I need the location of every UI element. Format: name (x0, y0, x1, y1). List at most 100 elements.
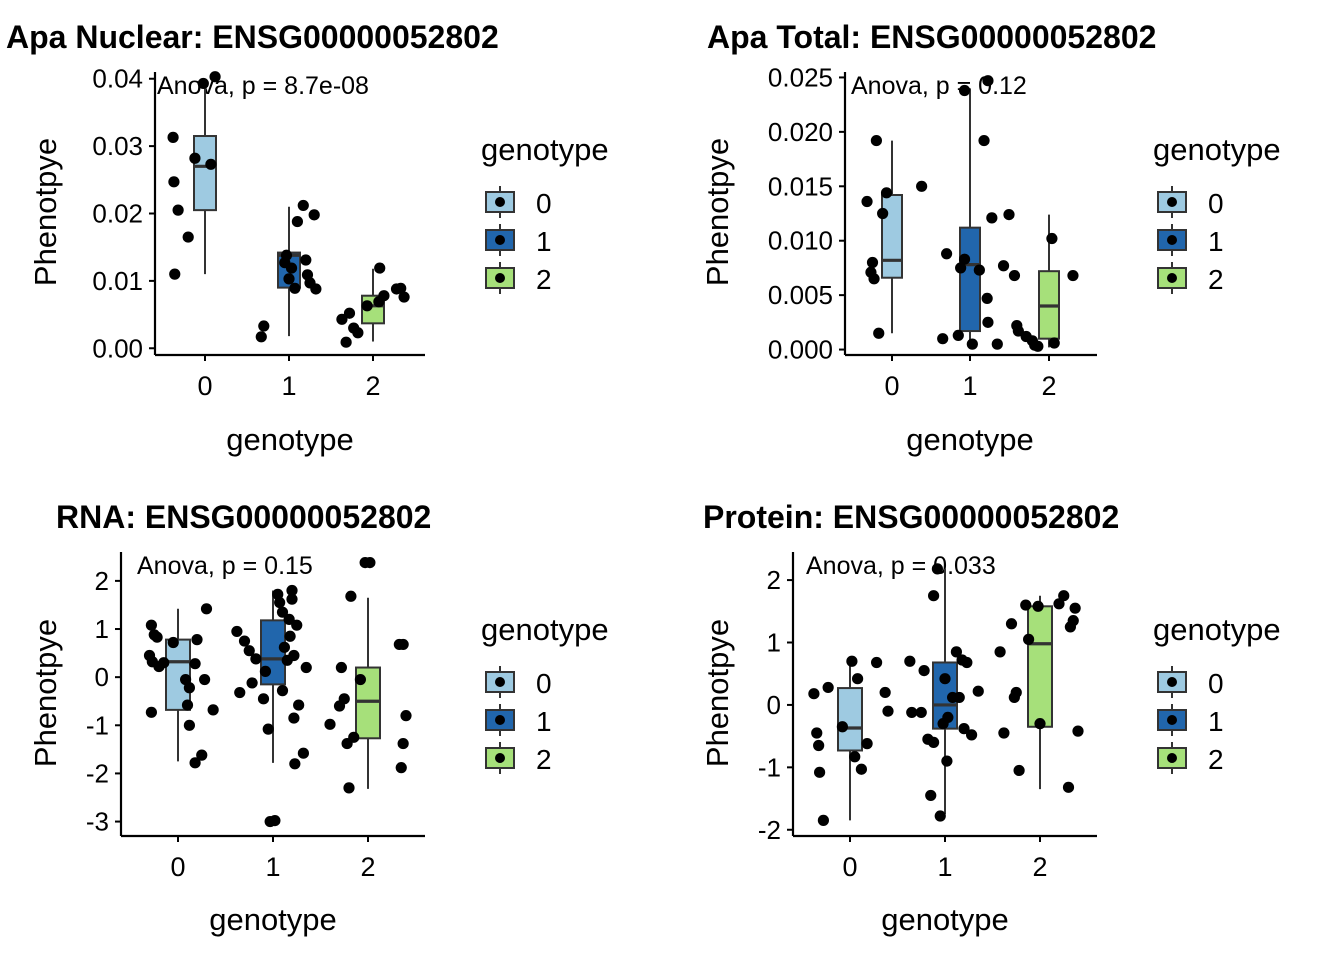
data-point (866, 256, 879, 269)
x-axis-label: genotype (226, 422, 354, 457)
panel-title: Protein: ENSG00000052802 (703, 499, 1119, 535)
data-point (871, 656, 883, 669)
panel-apa-nuclear: Apa Nuclear: ENSG00000052802 genotype Ph… (6, 19, 609, 457)
data-point (264, 815, 276, 828)
data-point (982, 316, 994, 328)
legend-keys-2 (485, 666, 515, 774)
data-point (280, 249, 293, 261)
data-point (345, 590, 357, 602)
data-point (234, 686, 246, 699)
data-point (1053, 598, 1065, 610)
box-genotype-0 (193, 135, 217, 212)
data-point (955, 262, 967, 274)
x-tick-label: 2 (1032, 852, 1047, 882)
data-point (994, 646, 1006, 658)
legend-label-0: 0 (536, 188, 552, 219)
x-tick-label: 2 (360, 852, 375, 882)
data-point (952, 329, 964, 342)
y-tick-label: 0.020 (768, 117, 833, 147)
data-point (998, 727, 1010, 739)
data-point (846, 655, 858, 667)
legend-key-point (495, 273, 505, 283)
y-tick-label: 1 (95, 614, 109, 644)
legend-label-1: 1 (1208, 226, 1224, 257)
data-point (861, 738, 873, 750)
data-point (289, 758, 301, 770)
x-axis-label: genotype (209, 902, 337, 937)
data-point (918, 664, 930, 677)
data-point (361, 300, 373, 312)
data-point (258, 320, 270, 332)
legend: genotype 0 1 2 (1153, 612, 1281, 775)
data-point (1032, 600, 1044, 612)
legend-key-point (495, 677, 505, 687)
data-point (966, 338, 978, 350)
y-tick-label: -2 (86, 758, 109, 788)
legend-label-2: 2 (536, 744, 552, 775)
data-point (284, 630, 296, 642)
y-axis-label: Phenotpye (28, 619, 63, 767)
data-point (288, 649, 300, 662)
legend-title: genotype (1153, 612, 1281, 647)
legend: genotype 0 1 2 (1153, 132, 1281, 295)
y-tick-label: 0 (95, 662, 109, 692)
data-point (199, 673, 211, 686)
data-point (288, 712, 300, 724)
data-point (158, 657, 170, 669)
data-point (966, 729, 978, 741)
x-tick-label: 0 (170, 852, 185, 882)
data-point (246, 677, 258, 689)
x-tick-label: 0 (197, 371, 212, 401)
legend-keys-0 (485, 186, 515, 294)
data-point (300, 254, 312, 266)
data-point (852, 673, 864, 685)
data-point (209, 71, 221, 83)
data-point (861, 195, 873, 208)
data-point (238, 635, 251, 647)
data-point (207, 704, 219, 716)
data-point (395, 282, 407, 294)
data-point (1046, 232, 1058, 245)
data-point (172, 204, 184, 216)
plot-area-0: 0.00 0.01 0.02 0.03 0.04 0 1 2 (92, 64, 425, 401)
y-tick-label: 0.00 (92, 333, 143, 363)
data-point (973, 264, 985, 276)
data-point (978, 134, 990, 147)
x-tick-label: 1 (962, 371, 977, 401)
x-tick-label: 0 (884, 371, 899, 401)
data-point (191, 634, 203, 646)
data-point (291, 215, 303, 228)
data-point (1062, 781, 1075, 793)
data-point (1003, 208, 1015, 221)
y-tick-label: -3 (86, 807, 109, 837)
data-point (982, 75, 994, 87)
panel-title: RNA: ENSG00000052802 (56, 499, 431, 535)
data-point (961, 656, 973, 669)
data-point (934, 810, 946, 822)
data-point (274, 596, 286, 609)
legend-label-2: 2 (536, 264, 552, 295)
anova-annotation: Anova, p = 0.12 (851, 72, 1027, 100)
data-point (300, 661, 312, 674)
data-point (397, 737, 409, 750)
y-tick-label: 0.005 (768, 280, 833, 310)
legend-label-1: 1 (536, 226, 552, 257)
box-genotype-0 (881, 193, 903, 279)
y-tick-label: 0.010 (768, 226, 833, 256)
legend-key-point (1167, 235, 1177, 245)
y-tick-label: 0.000 (768, 335, 833, 365)
data-point (183, 682, 195, 694)
data-point (836, 721, 849, 733)
y-tick-label: 0.02 (92, 199, 143, 229)
legend-key-point (1167, 197, 1177, 207)
data-point (189, 658, 201, 670)
data-point (1048, 337, 1060, 349)
data-point (286, 593, 298, 605)
data-point (950, 646, 963, 658)
data-point (1023, 633, 1035, 645)
panel-protein: Protein: ENSG00000052802 genotype Phenot… (700, 499, 1281, 937)
data-point (939, 673, 951, 685)
data-point (348, 731, 360, 743)
data-point (200, 603, 213, 615)
y-tick-label: 0.04 (92, 64, 143, 94)
